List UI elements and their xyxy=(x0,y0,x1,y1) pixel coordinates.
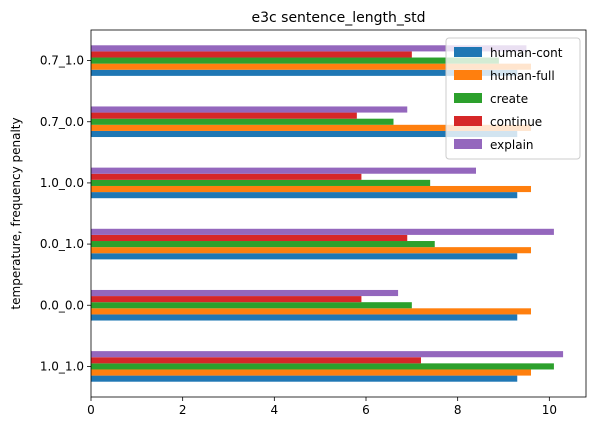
bar-explain-0.0_1.0 xyxy=(91,228,554,235)
bar-explain-0.0_0.0 xyxy=(91,289,399,297)
bar-continue-0.7_0.0 xyxy=(91,112,357,119)
bar-continue-0.0_0.0 xyxy=(91,296,362,303)
plot-frame xyxy=(90,29,587,398)
legend-swatch-human-full xyxy=(454,70,482,80)
bar-human-cont-1.0_1.0 xyxy=(91,375,518,382)
bar-create-0.7_1.0 xyxy=(91,57,499,64)
bar-continue-0.7_1.0 xyxy=(91,51,412,58)
bar-create-0.0_1.0 xyxy=(91,241,435,248)
bar-human-full-1.0_1.0 xyxy=(91,369,531,376)
y-tick-label: 0.0_0.0 xyxy=(40,298,84,312)
bar-human-full-0.7_1.0 xyxy=(91,63,531,70)
bar-explain-1.0_1.0 xyxy=(91,351,564,358)
bar-human-full-0.0_1.0 xyxy=(91,247,531,254)
bar-create-1.0_0.0 xyxy=(91,179,431,186)
bars xyxy=(91,45,564,382)
legend-label-explain: explain xyxy=(490,138,534,152)
bar-human-full-1.0_0.0 xyxy=(91,185,531,193)
y-tick-label: 0.7_1.0 xyxy=(40,54,84,68)
bar-explain-0.7_1.0 xyxy=(91,45,527,52)
bar-human-cont-0.0_1.0 xyxy=(91,253,518,260)
x-axis-ticks: 0 2 4 6 8 10 xyxy=(87,397,557,417)
y-axis-label: temperature, frequency penalty xyxy=(9,117,23,309)
legend-swatch-human-cont xyxy=(454,47,482,57)
x-tick-label: 6 xyxy=(362,403,370,417)
legend-label-human-full: human-full xyxy=(490,69,555,83)
bar-create-0.7_0.0 xyxy=(91,118,394,125)
legend-swatch-create xyxy=(454,93,482,103)
bar-human-cont-0.7_1.0 xyxy=(91,69,518,76)
legend-swatch-explain xyxy=(454,139,482,149)
bar-explain-0.7_0.0 xyxy=(91,106,408,113)
bar-continue-1.0_1.0 xyxy=(91,357,421,364)
legend-label-human-cont: human-cont xyxy=(490,46,563,60)
chart-title: e3c sentence_length_std xyxy=(251,10,425,26)
legend-swatch-continue xyxy=(454,116,482,126)
legend-label-continue: continue xyxy=(490,115,542,129)
bar-human-full-0.7_0.0 xyxy=(91,124,531,131)
bar-explain-1.0_0.0 xyxy=(91,167,476,174)
y-tick-label: 1.0_0.0 xyxy=(40,176,84,190)
x-tick-label: 10 xyxy=(542,403,557,417)
legend: human-cont human-full create continue explai… xyxy=(445,37,581,160)
legend-box xyxy=(445,37,581,160)
bar-create-1.0_1.0 xyxy=(91,363,554,370)
y-tick-label: 1.0_1.0 xyxy=(40,359,84,373)
bar-human-cont-0.0_0.0 xyxy=(91,314,518,321)
x-tick-label: 0 xyxy=(87,403,95,417)
y-tick-label: 0.7_0.0 xyxy=(40,115,84,129)
y-axis-ticks: 1.0_1.0 0.0_0.0 0.0_1.0 1.0_0.0 0.7_0.0 0.7_1… xyxy=(40,54,91,373)
bar-create-0.0_0.0 xyxy=(91,302,412,309)
bar-continue-0.0_1.0 xyxy=(91,234,408,242)
x-tick-label: 4 xyxy=(271,403,279,417)
y-tick-label: 0.0_1.0 xyxy=(40,237,84,251)
bar-human-full-0.0_0.0 xyxy=(91,308,531,315)
x-tick-label: 8 xyxy=(454,403,462,417)
bar-human-cont-0.7_0.0 xyxy=(91,130,518,138)
bar-continue-1.0_0.0 xyxy=(91,173,362,180)
bar-human-cont-1.0_0.0 xyxy=(91,192,518,199)
x-tick-label: 2 xyxy=(179,403,187,417)
legend-label-create: create xyxy=(490,92,528,106)
